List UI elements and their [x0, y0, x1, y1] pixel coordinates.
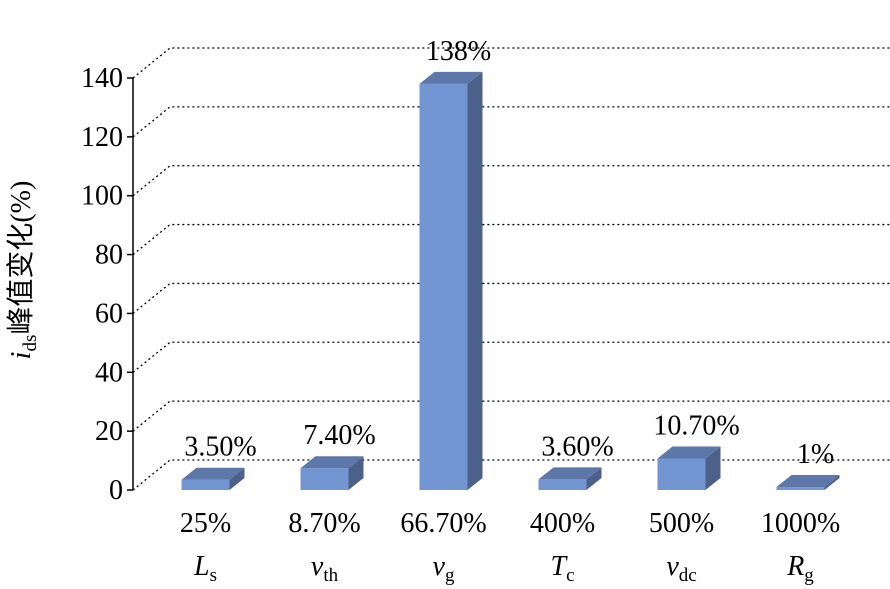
bar-side	[824, 475, 840, 490]
bar-top	[419, 71, 483, 84]
y-label-rest: 峰值变化(%)	[5, 181, 37, 335]
bar-side	[348, 456, 364, 490]
x-tick-label: 400%	[530, 508, 595, 539]
bar-front	[419, 83, 468, 490]
grid-line	[132, 223, 890, 256]
y-tick-label: 140	[81, 63, 123, 94]
param-sub: s	[210, 565, 217, 586]
value-label: 10.70%	[653, 411, 739, 442]
grid-line	[132, 459, 890, 491]
param-label: Tc	[550, 551, 574, 586]
value-label: 3.60%	[541, 431, 613, 462]
y-label-sub: ds	[20, 335, 41, 352]
param-label: vg	[433, 551, 455, 586]
grid-line	[132, 165, 890, 197]
y-tick-label: 0	[109, 475, 123, 506]
param-label: Ls	[193, 551, 217, 586]
y-tick-label: 20	[95, 416, 123, 447]
bar	[657, 446, 721, 490]
param-sub: g	[445, 565, 455, 586]
param-main: T	[550, 551, 568, 582]
x-tick-label: 8.70%	[288, 508, 360, 539]
y-axis-label: ids峰值变化(%)	[5, 181, 41, 360]
value-label: 1%	[797, 439, 834, 470]
grid-line	[132, 400, 890, 432]
param-label: Rg	[786, 551, 814, 586]
bar-front	[538, 479, 587, 490]
x-tick-label: 66.70%	[400, 508, 486, 539]
y-tick-label: 80	[95, 240, 123, 271]
param-sub: dc	[679, 565, 697, 586]
grid-line	[132, 47, 890, 79]
param-main: L	[193, 551, 210, 582]
param-main: v	[666, 551, 679, 582]
param-sub: g	[804, 565, 814, 586]
param-main: v	[433, 551, 446, 582]
bar-side	[705, 446, 721, 490]
x-tick-label: 1000%	[761, 508, 840, 539]
bar-side	[467, 71, 483, 490]
y-label-main: i	[6, 352, 37, 360]
bar	[776, 475, 840, 490]
bar	[419, 71, 483, 490]
y-tick-label: 120	[81, 122, 123, 153]
param-sub: c	[566, 565, 574, 586]
bar-front	[181, 479, 230, 490]
grid-line	[132, 106, 890, 138]
param-main: v	[311, 551, 324, 582]
bar	[300, 456, 364, 490]
bar-front	[776, 487, 825, 490]
grid-line	[132, 282, 890, 314]
bar	[181, 467, 245, 490]
bar	[538, 467, 602, 490]
y-tick-label: 40	[95, 357, 123, 388]
x-tick-label: 25%	[180, 508, 231, 539]
y-tick-label: 100	[81, 181, 123, 212]
bar-top	[657, 446, 721, 459]
value-label: 138%	[426, 36, 491, 67]
bar-side	[229, 467, 245, 490]
value-label: 3.50%	[184, 432, 256, 463]
bar-front	[657, 458, 706, 490]
bar-front	[300, 468, 349, 490]
x-tick-label: 500%	[649, 508, 714, 539]
param-sub: th	[323, 565, 338, 586]
bar-top	[776, 475, 840, 488]
y-tick-label: 60	[95, 298, 123, 329]
bar-side	[586, 467, 602, 490]
bar-top	[538, 467, 602, 480]
param-main: R	[786, 551, 804, 582]
grid-line	[132, 341, 890, 373]
param-label: vdc	[666, 551, 696, 586]
param-label: vth	[311, 551, 339, 586]
bar-top	[181, 467, 245, 480]
value-label: 7.40%	[303, 420, 375, 451]
bar-top	[300, 456, 364, 469]
